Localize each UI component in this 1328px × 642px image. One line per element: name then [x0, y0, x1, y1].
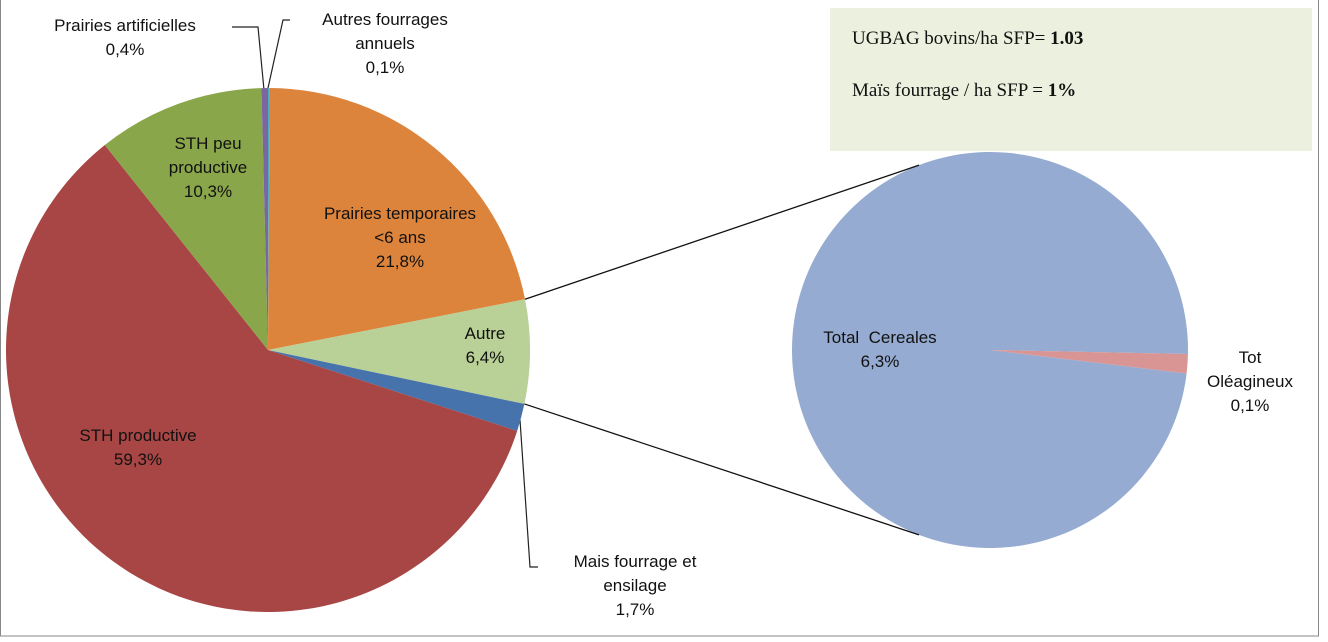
- data-label: Autres fourrages annuels 0,1%: [310, 8, 460, 80]
- pie-slice: [268, 299, 530, 404]
- label-value: 0,1%: [1230, 396, 1270, 415]
- label-name: STH productive: [79, 426, 197, 445]
- pie-slice: [268, 350, 525, 431]
- label-name: Tot Oléagineux: [1206, 348, 1293, 391]
- data-label: Prairies temporaires <6 ans 21,8%: [320, 202, 480, 274]
- data-label: STH productive 59,3%: [38, 424, 238, 472]
- label-value: 1,7%: [615, 600, 655, 619]
- pie-slice: [261, 88, 268, 350]
- label-name: STH peu productive: [168, 134, 248, 177]
- label-value: 59,3%: [113, 450, 163, 469]
- data-label: STH peu productive 10,3%: [158, 132, 258, 204]
- pie-slice: [6, 145, 518, 612]
- leader-line: [519, 419, 538, 568]
- data-label: Autre 6,4%: [445, 322, 525, 370]
- annotation-text: Maïs fourrage / ha SFP =: [852, 80, 1048, 101]
- connector-line: [524, 403, 920, 536]
- leader-line: [267, 19, 290, 89]
- annotation: UGBAG bovins/ha SFP= 1.03: [852, 28, 1083, 50]
- pie-slice: [990, 350, 1188, 374]
- label-value: 6,3%: [860, 352, 900, 371]
- label-value: 6,4%: [465, 348, 505, 367]
- data-label: Total Cereales 6,3%: [780, 326, 980, 374]
- pie-slice: [268, 88, 526, 350]
- annotation-value: 1%: [1047, 80, 1077, 101]
- label-value: 21,8%: [375, 252, 425, 271]
- data-label: Mais fourrage et ensilage 1,7%: [555, 550, 715, 622]
- label-name: Autres fourrages annuels: [322, 10, 453, 53]
- label-name: Prairies temporaires <6 ans: [323, 204, 481, 247]
- data-label: Prairies artificielles 0,4%: [0, 14, 250, 62]
- label-value: 10,3%: [183, 182, 233, 201]
- label-value: 0,4%: [105, 40, 145, 59]
- label-name: Prairies artificielles: [54, 16, 196, 35]
- label-name: Autre: [464, 324, 506, 343]
- label-name: Total Cereales: [823, 328, 937, 347]
- annotation: Maïs fourrage / ha SFP = 1%: [852, 80, 1076, 102]
- label-value: 0,1%: [365, 58, 405, 77]
- pie-slice: [104, 88, 268, 351]
- annotation-value: 1.03: [1050, 28, 1084, 49]
- pie-slice: [268, 88, 270, 350]
- label-name: Mais fourrage et ensilage: [573, 552, 702, 595]
- annotation-text: UGBAG bovins/ha SFP=: [852, 28, 1051, 49]
- data-label: Tot Oléagineux 0,1%: [1195, 346, 1305, 418]
- connector-line: [524, 164, 920, 300]
- pie-slice: [792, 152, 1188, 549]
- leader-line: [232, 26, 265, 91]
- annotation-box: UGBAG bovins/ha SFP= 1.03 Maïs fourrage …: [830, 8, 1312, 151]
